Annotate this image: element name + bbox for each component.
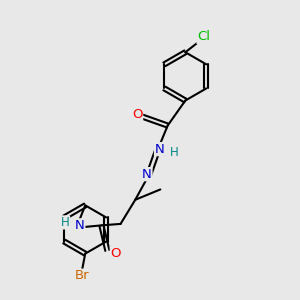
Text: O: O <box>110 247 121 260</box>
Text: O: O <box>132 108 142 121</box>
Text: Br: Br <box>75 269 90 282</box>
Text: H: H <box>170 146 179 159</box>
Text: Cl: Cl <box>197 30 210 44</box>
Text: H: H <box>61 216 70 229</box>
Text: N: N <box>75 219 85 232</box>
Text: N: N <box>154 142 164 156</box>
Text: N: N <box>142 168 152 181</box>
